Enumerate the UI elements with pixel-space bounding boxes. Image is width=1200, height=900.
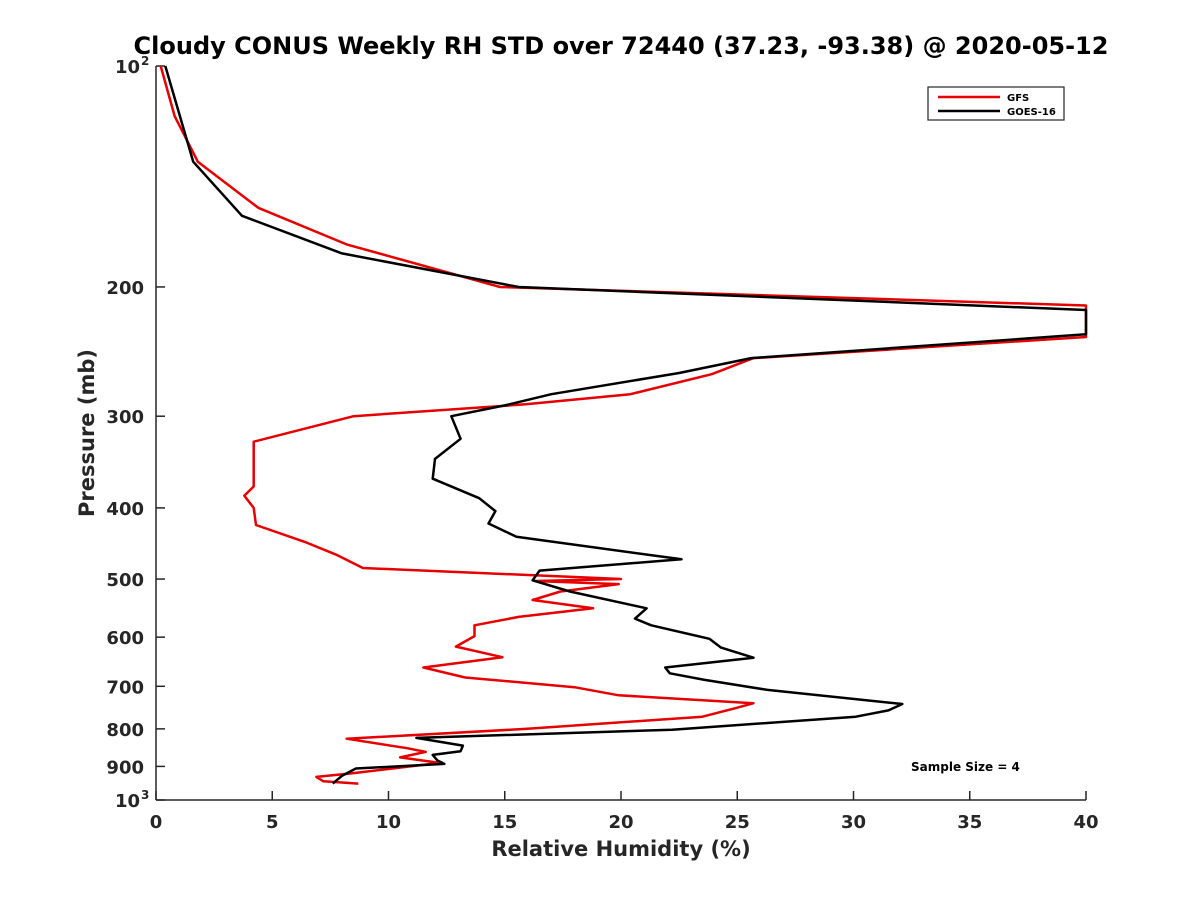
x-tick-label: 25: [725, 812, 750, 833]
sample-size-annotation: Sample Size = 4: [911, 760, 1020, 774]
chart-title: Cloudy CONUS Weekly RH STD over 72440 (3…: [134, 32, 1109, 60]
x-tick-label: 0: [150, 812, 163, 833]
x-tick-label: 15: [492, 812, 517, 833]
x-tick-label: 35: [957, 812, 982, 833]
legend-label: GFS: [1007, 93, 1029, 104]
x-tick-label: 10: [376, 812, 401, 833]
y-tick-label: 900: [106, 757, 144, 778]
x-tick-label: 40: [1073, 812, 1098, 833]
legend: GFS GOES-16: [927, 86, 1065, 121]
y-tick-label: 10: [115, 791, 140, 812]
y-tick-label: 10: [115, 57, 140, 78]
y-tick-exponent: 3: [141, 788, 149, 802]
legend-box: [927, 86, 1065, 121]
y-tick-exponent: 2: [141, 54, 149, 68]
series-line-goes-16: [164, 65, 1088, 785]
legend-label: GOES-16: [1007, 107, 1056, 118]
y-tick-label: 600: [106, 628, 144, 649]
y-tick-label: 800: [106, 720, 144, 741]
y-tick-label: 700: [106, 677, 144, 698]
x-tick-label: 30: [841, 812, 866, 833]
y-tick-label: 400: [106, 499, 144, 520]
y-tick-label: 300: [106, 407, 144, 428]
x-tick-label: 20: [608, 812, 633, 833]
x-axis-label: Relative Humidity (%): [491, 837, 750, 861]
y-tick-label: 500: [106, 570, 144, 591]
y-axis-label: Pressure (mb): [75, 349, 99, 517]
series-line-gfs: [159, 65, 1088, 785]
y-tick-label: 200: [106, 278, 144, 299]
x-tick-label: 5: [266, 812, 279, 833]
